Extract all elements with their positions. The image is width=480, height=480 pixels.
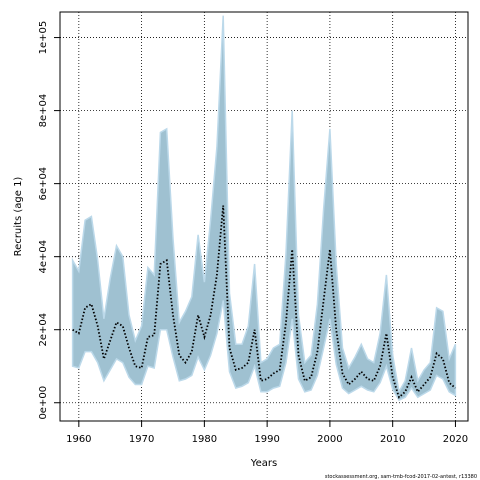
y-tick-label: 0e+00 <box>38 386 49 420</box>
x-tick-label: 1970 <box>129 434 154 445</box>
x-axis: 1960 1970 1980 1990 2000 2010 2020 <box>66 421 468 445</box>
y-tick-label: 6e+04 <box>38 167 49 201</box>
x-tick-label: 1990 <box>254 434 279 445</box>
grid-lines <box>60 12 468 421</box>
y-tick-label: 4e+04 <box>38 240 49 274</box>
y-axis: 0e+00 2e+04 4e+04 6e+04 8e+04 1e+05 <box>38 21 60 420</box>
source-footer: stockassessment.org, sam-tmb-fcod-2017-0… <box>325 474 477 480</box>
x-tick-label: 1960 <box>66 434 91 445</box>
x-axis-title: Years <box>250 458 277 469</box>
y-tick-label: 8e+04 <box>38 94 49 128</box>
plot-frame <box>59 11 469 422</box>
y-tick-label: 2e+04 <box>38 313 49 347</box>
x-tick-label: 1980 <box>192 434 217 445</box>
x-tick-label: 2020 <box>443 434 468 445</box>
estimate-series-line <box>72 205 456 399</box>
confidence-band <box>71 15 457 402</box>
estimate-line <box>72 205 456 399</box>
confidence-band-area <box>71 15 457 402</box>
x-tick-label: 2010 <box>380 434 405 445</box>
y-tick-label: 1e+05 <box>38 21 49 55</box>
x-tick-label: 2000 <box>317 434 342 445</box>
y-axis-title: Recruits (age 1) <box>13 177 24 257</box>
